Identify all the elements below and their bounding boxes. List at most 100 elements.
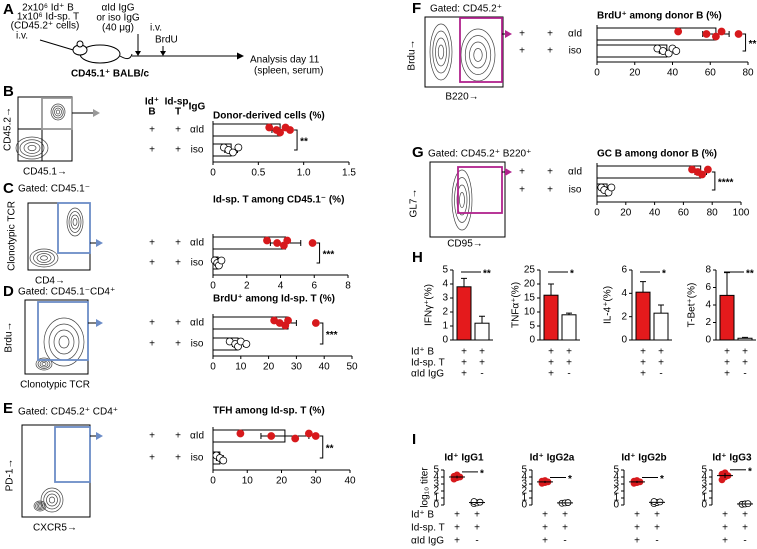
gate <box>57 202 91 254</box>
arrow-head <box>135 51 141 56</box>
condition-sign: + <box>547 185 553 196</box>
bar <box>635 291 651 341</box>
y-tick-label: 0 <box>442 335 448 346</box>
panel-label: G <box>412 144 424 161</box>
category-label: iso <box>569 185 582 196</box>
contour <box>473 48 483 62</box>
mouse-ear <box>76 40 84 48</box>
y-axis-label: T-Bet⁺(%) <box>687 283 698 328</box>
y-tick-label: 15 <box>524 293 536 304</box>
condition-sign: + <box>548 358 554 369</box>
y-tick-label: 0 <box>613 500 619 511</box>
condition-sign: + <box>654 510 660 521</box>
category-label: iso <box>191 145 204 156</box>
y-tick-label: 5 <box>442 265 448 276</box>
significance: * <box>660 474 664 485</box>
condition-sign: + <box>634 523 640 534</box>
x-axis-label: Clonotypic TCR <box>20 380 90 391</box>
data-point <box>308 239 317 247</box>
schematic-text: 1x10⁶ Id-sp. T <box>17 12 79 23</box>
y-tick-label: 4 <box>433 472 439 483</box>
data-point <box>674 27 683 36</box>
x-tick-label: 8 <box>345 281 351 292</box>
mouse-tail <box>119 53 133 60</box>
y-tick-label: 2 <box>701 486 707 497</box>
y-tick-label: 5 <box>613 465 619 476</box>
condition-sign: + <box>542 536 548 547</box>
y-axis-label: GL7→ <box>409 189 420 218</box>
contour <box>469 41 487 69</box>
y-axis-label: TNFα⁺(%) <box>511 282 522 328</box>
category-label: iso <box>191 258 204 269</box>
row-label: Id⁺ B <box>411 510 434 521</box>
x-tick-label: 30 <box>310 476 322 487</box>
gate-label: Gated: CD45.2⁺ <box>430 4 502 15</box>
condition-sign: + <box>474 510 480 521</box>
x-tick-label: 10 <box>235 362 247 373</box>
y-tick-label: 2 <box>433 486 439 497</box>
condition-sign: + <box>542 510 548 521</box>
panel-label: D <box>3 283 14 300</box>
schematic-text: αId IgG <box>101 3 134 14</box>
y-tick-label: 0 <box>701 500 707 511</box>
contour <box>429 23 453 81</box>
contour <box>36 253 52 263</box>
condition-sign: + <box>175 318 181 329</box>
condition-sign: + <box>542 523 548 534</box>
y-tick-label: 0 <box>529 335 535 346</box>
condition-sign: + <box>742 358 748 369</box>
contour <box>50 103 66 121</box>
contour <box>52 105 64 119</box>
significance-bracket <box>319 322 324 345</box>
condition-sign: + <box>634 510 640 521</box>
y-axis-label: PD-1→ <box>5 459 16 492</box>
y-tick-label: 2 <box>613 486 619 497</box>
arrow-head <box>96 239 103 247</box>
condition-sign: + <box>175 238 181 249</box>
chart-title: BrdU⁺ among Id-sp. T (%) <box>213 294 335 305</box>
condition-sign: + <box>461 347 467 358</box>
panel-label: E <box>3 400 13 417</box>
y-tick-label: 5 <box>433 465 439 476</box>
condition-sign: + <box>149 453 155 464</box>
row-label: Id-sp. T <box>411 523 445 534</box>
contour <box>464 35 492 75</box>
condition-sign: + <box>175 145 181 156</box>
condition-sign: + <box>566 347 572 358</box>
x-tick-label: 20 <box>276 476 288 487</box>
gate-label: Gated: CD45.1⁻CD4⁺ <box>18 287 115 298</box>
contour <box>72 218 78 226</box>
y-tick-label: 8 <box>705 265 711 276</box>
data-point <box>276 128 284 137</box>
chart-title: Id⁺ IgG2b <box>621 453 666 464</box>
data-point <box>263 236 271 245</box>
condition-sign: + <box>454 536 460 547</box>
condition-sign: + <box>724 358 730 369</box>
chart-title: Id-sp. T among CD45.1⁻ (%) <box>213 195 344 206</box>
gate-label: Gated: CD45.2⁺ CD4⁺ <box>18 407 118 418</box>
condition-sign: - <box>567 369 570 380</box>
y-tick-label: 5 <box>521 465 527 476</box>
schematic-text: Analysis day 11 <box>250 55 320 66</box>
x-tick-label: 20 <box>629 68 641 79</box>
x-tick-label: 50 <box>346 362 358 373</box>
y-tick-label: 0 <box>521 500 527 511</box>
data-point <box>234 143 243 152</box>
gate <box>459 17 503 83</box>
condition-sign: + <box>562 510 568 521</box>
x-tick-label: 100 <box>733 208 750 219</box>
y-tick-label: 5 <box>529 321 535 332</box>
significance: * <box>568 474 572 485</box>
condition-sign: + <box>724 347 730 358</box>
condition-sign: + <box>658 358 664 369</box>
schematic-text: (CD45.2⁺ cells) <box>11 21 80 32</box>
condition-header: Id-sp. <box>165 97 192 108</box>
x-axis-label: B220→ <box>445 92 478 103</box>
condition-sign: + <box>519 167 525 178</box>
panel-label: C <box>3 180 14 197</box>
contour <box>437 44 445 60</box>
data-point <box>650 498 658 505</box>
data-point <box>304 429 313 438</box>
bar <box>737 337 753 341</box>
